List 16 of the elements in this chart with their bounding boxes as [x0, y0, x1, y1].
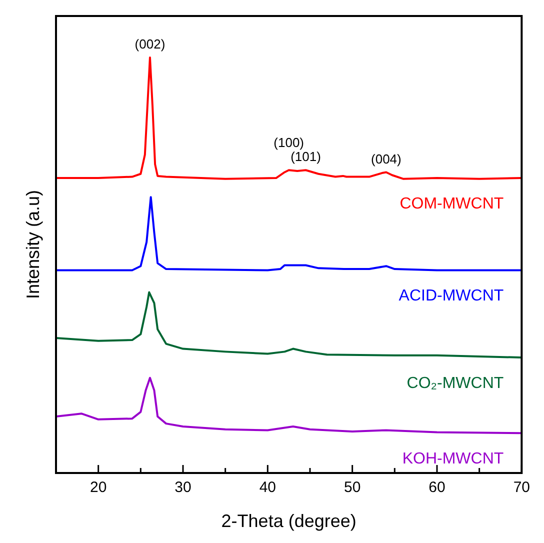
series-label: KOH-MWCNT: [402, 450, 504, 468]
x-tick-label: 30: [174, 479, 192, 496]
x-tick-label: 20: [90, 479, 107, 496]
series-label: COM-MWCNT: [400, 195, 504, 212]
y-axis-title: Intensity (a.u): [22, 190, 43, 300]
annotation: (101): [290, 149, 321, 164]
annotation: (002): [134, 36, 166, 52]
x-tick-label: 60: [428, 479, 446, 496]
annotation: (100): [274, 135, 304, 150]
annotation: (004): [371, 151, 402, 166]
series-label: CO₂-MWCNT: [406, 374, 504, 392]
x-axis-title: 2-Theta (degree): [221, 510, 356, 531]
x-tick-label: 40: [259, 479, 276, 496]
series-label: ACID-MWCNT: [398, 288, 504, 305]
x-tick-label: 50: [344, 479, 361, 496]
x-tick-label: 70: [513, 479, 530, 496]
